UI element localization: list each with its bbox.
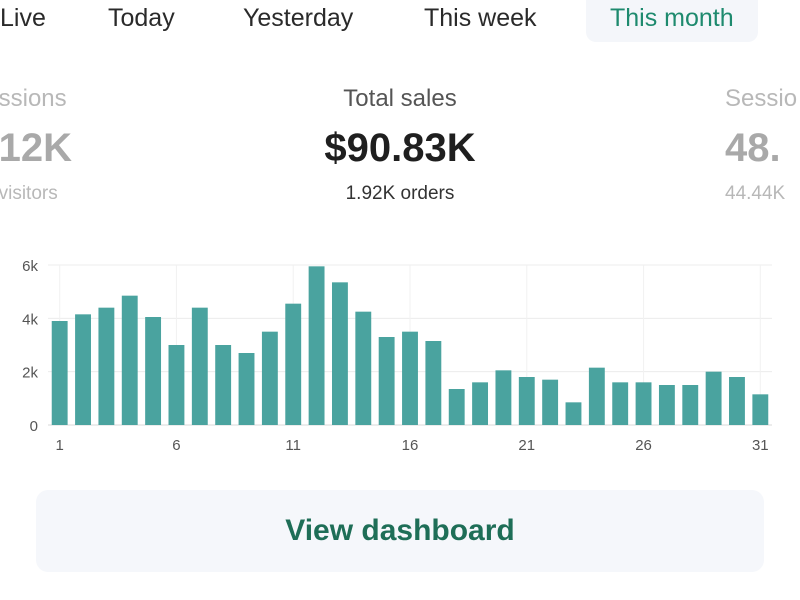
chart-bar: [588, 367, 605, 425]
chart-bar: [518, 377, 535, 425]
chart-bar: [495, 370, 512, 425]
date-range-tabs: Live Today Yesterday This week This mont…: [0, 0, 800, 46]
tab-live[interactable]: Live: [0, 4, 46, 32]
y-tick-label: 2k: [22, 365, 38, 382]
x-tick-label: 1: [56, 437, 64, 454]
metric-sub: visitors: [0, 183, 58, 204]
chart-bar: [121, 295, 138, 425]
chart-bar: [285, 303, 302, 425]
x-tick-label: 31: [752, 437, 769, 454]
chart-bar: [705, 371, 722, 425]
chart-bar: [145, 317, 162, 425]
tab-this-month[interactable]: This month: [586, 0, 758, 42]
metric-card-total-sales[interactable]: Total sales $90.83K 1.92K orders: [200, 84, 600, 206]
chart-bar: [355, 311, 372, 425]
chart-bar: [729, 377, 745, 425]
metric-value: $90.83K: [324, 126, 476, 170]
chart-bar: [542, 379, 559, 425]
chart-bar: [682, 385, 699, 425]
chart-bar: [238, 353, 255, 425]
metric-card-sessions-right[interactable]: Sessio 48. 44.44K: [725, 84, 800, 206]
chart-bar: [261, 331, 278, 425]
chart-bar: [51, 321, 68, 425]
metric-value: 12K: [0, 126, 72, 170]
metric-label: Sessio: [725, 85, 798, 112]
x-tick-label: 6: [172, 437, 180, 454]
chart-bar: [402, 331, 418, 425]
metric-sub: 1.92K orders: [345, 183, 455, 204]
x-tick-label: 26: [635, 437, 652, 454]
tab-today[interactable]: Today: [108, 4, 175, 32]
metric-value: 48.: [725, 126, 781, 170]
view-dashboard-button[interactable]: View dashboard: [36, 490, 764, 572]
chart-bar: [191, 307, 208, 425]
chart-bar: [168, 345, 185, 425]
chart-bar: [752, 394, 769, 425]
y-tick-label: 0: [30, 418, 38, 435]
chart-bar: [75, 314, 91, 425]
tab-this-week[interactable]: This week: [424, 4, 537, 32]
chart-bar: [448, 389, 465, 425]
metric-label: Total sales: [343, 85, 457, 112]
chart-bar: [378, 337, 395, 425]
metric-label: ssions: [0, 85, 67, 112]
tab-yesterday[interactable]: Yesterday: [243, 4, 354, 32]
y-tick-label: 6k: [22, 258, 38, 275]
chart-bar: [635, 382, 652, 425]
x-tick-label: 21: [518, 437, 535, 454]
chart-bar: [612, 382, 629, 425]
chart-bar: [98, 307, 115, 425]
metric-sub: 44.44K: [725, 183, 786, 204]
x-tick-label: 16: [402, 437, 419, 454]
chart-bar: [308, 266, 325, 425]
chart-bar: [658, 385, 675, 425]
chart-bar: [472, 382, 489, 425]
x-tick-label: 11: [285, 437, 301, 454]
chart-bar: [331, 282, 348, 425]
chart-bar: [565, 402, 582, 425]
y-tick-label: 4k: [22, 311, 38, 328]
chart-bar: [425, 341, 442, 425]
chart-bar: [215, 345, 232, 425]
